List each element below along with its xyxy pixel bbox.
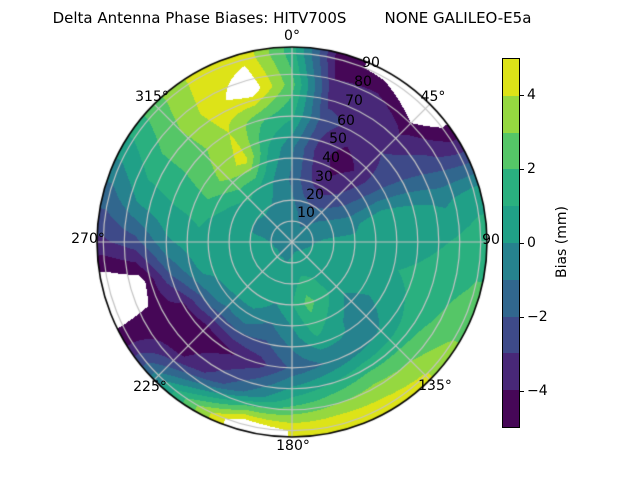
radial-tick-label: 80 (354, 74, 372, 90)
colorbar-tick-label: 4 (527, 87, 536, 103)
angular-tick-label: 0° (284, 28, 300, 44)
colorbar-band (503, 132, 519, 170)
colorbar-band (503, 390, 519, 427)
colorbar-tick-label: −2 (527, 309, 548, 325)
colorbar-tick-label: 2 (527, 161, 536, 177)
colorbar-band (503, 59, 519, 96)
radial-tick-label: 10 (297, 205, 315, 221)
colorbar-band (503, 206, 519, 243)
colorbar-tick-mark (520, 242, 524, 244)
colorbar-tick-mark (520, 316, 524, 318)
angular-tick-label: 315° (135, 89, 169, 105)
colorbar-tick-mark (520, 168, 524, 170)
colorbar-tick-mark (520, 390, 524, 392)
colorbar (502, 58, 520, 428)
angular-tick-label: 45° (420, 89, 446, 105)
colorbar-tick-mark (520, 94, 524, 96)
radial-tick-label: 90 (362, 55, 380, 71)
colorbar-band (503, 279, 519, 317)
radial-tick-label: 50 (329, 131, 347, 147)
colorbar-axis-label: Bias (mm) (554, 205, 570, 279)
angular-tick-label: 270° (71, 231, 105, 247)
radial-tick-label: 30 (315, 169, 333, 185)
radial-tick-label: 70 (345, 93, 363, 109)
angular-tick-label: 90 (482, 232, 500, 248)
angular-tick-label: 225° (133, 379, 167, 395)
colorbar-tick-label: −4 (527, 383, 548, 399)
radial-tick-label: 60 (337, 113, 355, 129)
angular-tick-label: 135° (418, 378, 452, 394)
colorbar-band (503, 242, 519, 280)
chart-title: Delta Antenna Phase Biases: HITV700S NON… (52, 9, 532, 27)
colorbar-band (503, 316, 519, 354)
radial-tick-label: 20 (306, 187, 324, 203)
colorbar-band (503, 95, 519, 133)
radial-tick-label: 40 (322, 150, 340, 166)
colorbar-band (503, 169, 519, 207)
colorbar-band (503, 353, 519, 391)
angular-tick-label: 180° (276, 438, 310, 454)
colorbar-tick-label: 0 (527, 235, 536, 251)
